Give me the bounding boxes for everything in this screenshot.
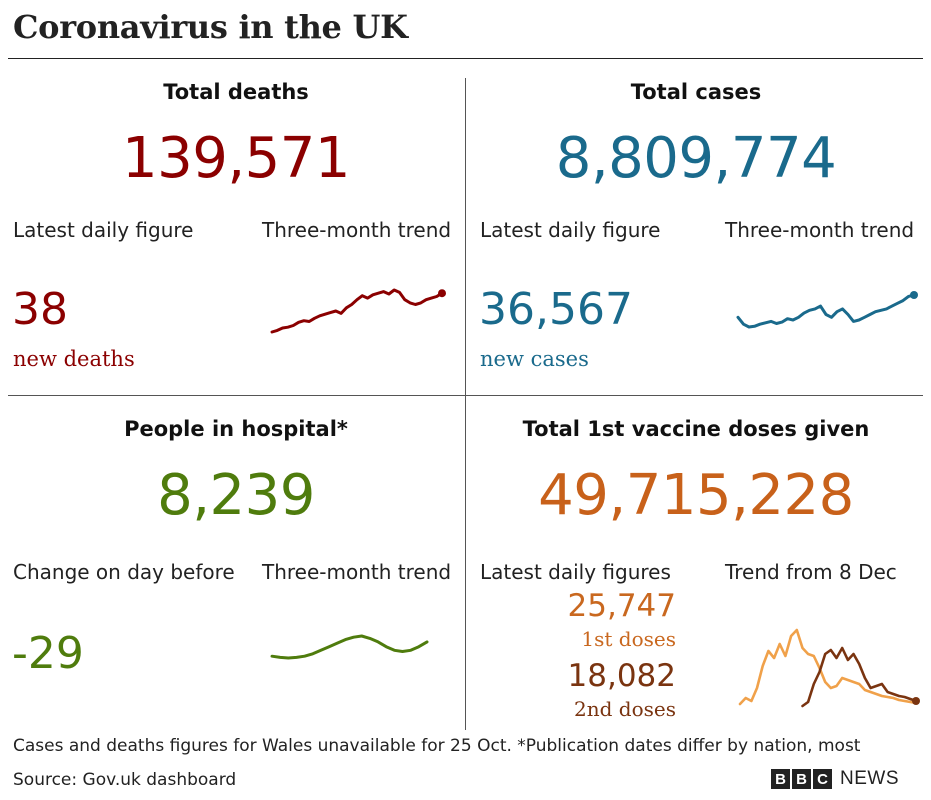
horizontal-divider [8,395,923,396]
vaccine-total: 49,715,228 [538,463,854,528]
source-note: Source: Gov.uk dashboard [13,770,237,790]
bbc-logo-news: NEWS [840,768,899,789]
trend-end-point [912,697,920,705]
bbc-logo-letter: C [813,769,832,789]
deaths-heading: Total deaths [163,80,309,104]
vaccine-first-value: 25,747 [567,588,676,624]
cases-daily-value: 36,567 [479,284,633,335]
hospital-trend-label: Three-month trend [262,560,452,584]
cases-heading: Total cases [630,80,762,104]
cases-total: 8,809,774 [555,126,837,191]
bbc-logo-letter: B [792,769,811,789]
page-title: Coronavirus in the UK [13,8,408,46]
vaccine-heading: Total 1st vaccine doses given [522,417,870,441]
trend-line-series-0 [736,293,916,329]
vaccine-trend-label: Trend from 8 Dec [725,560,897,584]
hospital-heading: People in hospital* [124,417,348,441]
hospital-daily-value: -29 [12,628,84,679]
trend-end-point [910,291,918,299]
bbc-logo-letter: B [771,769,790,789]
deaths-daily-unit: new deaths [13,347,135,371]
cases-trend-label: Three-month trend [725,218,915,242]
bbc-news-logo: B B C NEWS [771,767,899,791]
vertical-divider [465,78,466,730]
deaths-total: 139,571 [121,126,351,191]
hospital-daily-label: Change on day before [13,560,235,584]
vaccine-second-unit: 2nd doses [574,697,676,721]
deaths-daily-label: Latest daily figure [13,218,194,242]
vaccine-daily-label: Latest daily figures [480,560,671,584]
trend-line-series-1 [801,646,918,708]
trend-end-point [438,289,446,298]
trend-line-series-0 [270,288,444,334]
footnote: Cases and deaths figures for Wales unava… [13,736,861,756]
vaccine-second-value: 18,082 [567,658,676,694]
trend-line-series-0 [270,634,429,660]
deaths-daily-value: 38 [12,284,68,335]
vaccine-first-unit: 1st doses [581,627,676,651]
trend-line-series-0 [738,628,918,706]
vaccine-trend-chart [738,628,920,708]
cases-daily-label: Latest daily figure [480,218,661,242]
deaths-trend-label: Three-month trend [262,218,452,242]
cases-trend-chart [736,291,918,329]
cases-daily-unit: new cases [480,347,589,371]
deaths-trend-chart [270,288,446,334]
title-rule [8,58,923,59]
hospital-total: 8,239 [157,463,315,528]
hospital-trend-chart [270,634,429,660]
